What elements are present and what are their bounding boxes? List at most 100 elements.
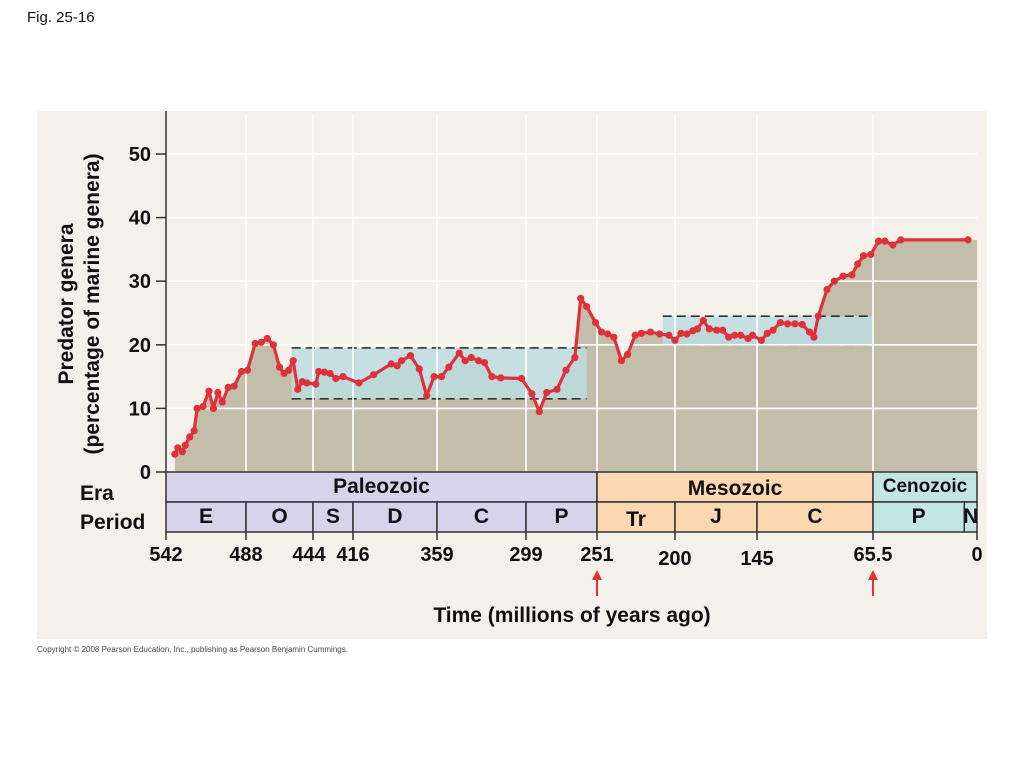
data-point xyxy=(257,338,265,346)
data-point xyxy=(705,325,713,333)
data-point xyxy=(737,331,745,339)
y-tick-label: 30 xyxy=(129,271,151,293)
data-point xyxy=(637,329,645,337)
data-point xyxy=(830,277,838,285)
data-point xyxy=(859,252,868,260)
era-label: Paleozoic xyxy=(333,475,430,498)
era-label: Mesozoic xyxy=(688,477,783,500)
era-paleozoic xyxy=(165,471,598,503)
data-point xyxy=(370,371,378,379)
period-label: J xyxy=(710,505,722,528)
data-point xyxy=(810,333,818,341)
data-point xyxy=(224,383,232,392)
data-point xyxy=(251,339,259,348)
data-point xyxy=(480,359,489,367)
data-point xyxy=(461,357,469,365)
data-point xyxy=(398,357,406,365)
data-point xyxy=(326,369,334,378)
data-point xyxy=(467,353,475,362)
data-point xyxy=(791,320,799,328)
data-point xyxy=(243,366,252,374)
data-point xyxy=(387,360,395,368)
data-point xyxy=(571,353,579,362)
period-label: E xyxy=(199,505,213,528)
data-point xyxy=(393,362,401,370)
data-point xyxy=(889,241,897,249)
x-tick-label: 145 xyxy=(740,548,773,570)
data-point xyxy=(699,317,707,325)
range-box-1 xyxy=(291,347,587,399)
data-point xyxy=(355,379,363,387)
data-point xyxy=(415,365,423,373)
data-point xyxy=(406,352,415,360)
data-point xyxy=(604,330,612,338)
data-point xyxy=(656,330,664,338)
data-point xyxy=(190,427,198,435)
data-point xyxy=(474,357,483,365)
data-point xyxy=(437,373,446,381)
period-o xyxy=(245,501,314,533)
data-point xyxy=(488,373,496,381)
data-point xyxy=(591,318,600,327)
x-tick-label: 65.5 xyxy=(854,544,893,566)
period-p xyxy=(525,501,598,533)
data-point xyxy=(535,407,543,416)
period-label: P xyxy=(554,505,568,528)
data-point xyxy=(171,450,179,458)
x-tick-label: 200 xyxy=(658,548,691,570)
data-point xyxy=(332,374,340,383)
data-point xyxy=(839,272,847,280)
data-point xyxy=(269,341,278,349)
data-point xyxy=(665,331,673,339)
x-axis-title: Time (millions of years ago) xyxy=(433,604,710,627)
data-point xyxy=(209,404,218,412)
data-point xyxy=(583,303,591,311)
x-tick-label: 488 xyxy=(229,544,262,566)
data-point xyxy=(881,237,889,245)
figure-label: Fig. 25-16 xyxy=(27,9,95,26)
data-point xyxy=(848,271,856,279)
data-point xyxy=(339,373,347,381)
data-point xyxy=(315,367,323,376)
data-point xyxy=(528,390,536,398)
data-point xyxy=(303,379,311,387)
y-tick-label: 50 xyxy=(129,144,151,166)
data-point xyxy=(199,402,207,411)
data-point xyxy=(763,329,771,337)
data-point xyxy=(897,236,905,244)
data-point xyxy=(237,367,246,376)
data-point xyxy=(445,363,453,371)
x-tick-label: 359 xyxy=(420,544,453,566)
era-cenozoic xyxy=(872,471,978,503)
data-point xyxy=(193,404,201,412)
data-point xyxy=(610,333,618,341)
era-mesozoic xyxy=(596,471,874,503)
data-point xyxy=(814,312,822,320)
data-point xyxy=(186,433,194,441)
x-tick-label: 299 xyxy=(509,544,542,566)
data-point xyxy=(719,326,727,334)
data-point xyxy=(731,331,739,339)
data-point xyxy=(294,385,302,393)
period-label: D xyxy=(387,505,402,528)
data-point xyxy=(275,363,284,371)
data-point xyxy=(312,380,320,388)
x-tick-label: 251 xyxy=(580,544,613,566)
y-tick-label: 10 xyxy=(129,398,151,420)
period-label: N xyxy=(963,505,978,528)
period-label: P xyxy=(912,505,926,528)
data-point xyxy=(285,366,293,374)
data-point xyxy=(725,333,733,341)
data-point xyxy=(693,325,701,333)
data-point xyxy=(263,334,271,343)
x-tick-label: 444 xyxy=(292,544,326,566)
data-point xyxy=(776,318,784,327)
data-point xyxy=(497,374,505,382)
extinction-arrow-head xyxy=(592,570,602,580)
data-point xyxy=(874,237,883,245)
data-point xyxy=(805,328,814,336)
period-label: S xyxy=(326,505,340,528)
data-point xyxy=(867,250,875,259)
y-tick-label: 20 xyxy=(129,335,151,357)
